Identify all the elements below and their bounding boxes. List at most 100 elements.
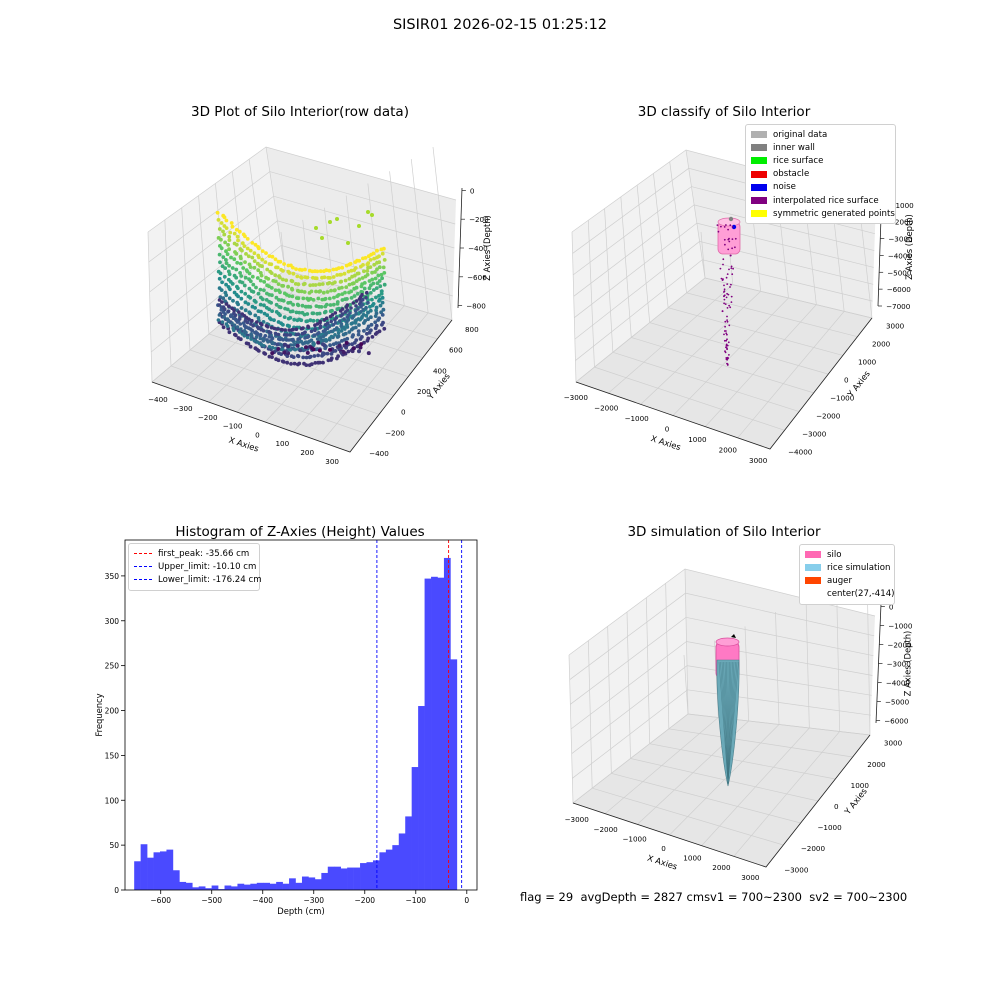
avg-depth-text: avgDepth = 2827 cm [580,890,705,904]
data-point [365,290,369,295]
surface-mesh-line [721,661,729,785]
data-point [366,310,370,315]
data-point [254,335,259,339]
data-point [245,246,250,251]
data-point [246,254,251,259]
data-point [315,322,320,326]
data-point [353,266,358,270]
legend-item: rice simulation [805,561,890,574]
inner-wall-point [728,216,734,222]
data-point [360,302,365,307]
grid-line-y [607,626,801,824]
data-point [229,314,233,319]
data-point [258,287,263,292]
data-point [370,297,374,302]
data-point [291,337,295,342]
data-point [223,312,227,316]
interpolated-point [725,346,727,349]
surface-mesh-line [727,661,735,785]
data-point [354,304,358,308]
data-point [296,332,301,337]
data-point [281,338,285,342]
data-point [360,297,365,302]
z-tick-label: −4000 [886,679,911,688]
data-point [329,356,334,361]
data-point [375,248,379,253]
data-point [226,243,231,247]
data-point [337,343,342,348]
data-point [285,333,290,337]
grid-line-y [587,220,785,431]
x-tick-label: −200 [198,413,218,422]
data-point [319,305,324,309]
data-point [339,272,343,277]
data-point [257,255,261,260]
legend-item: obstacle [751,168,890,181]
data-point [237,330,242,334]
data-point [371,281,376,286]
surface-mesh-line [727,661,730,785]
data-point [357,224,361,228]
data-point [296,354,301,359]
data-point [336,334,341,339]
data-point [291,355,296,359]
data-point [288,348,293,352]
data-point [236,302,241,307]
surface-mesh-line [718,661,729,785]
x-tick-label: −1000 [622,834,647,843]
data-point [369,315,373,320]
data-point [218,271,223,276]
histogram-bar [211,885,219,890]
interpolated-point [730,267,733,269]
histogram-bar [314,879,322,890]
data-point [351,281,356,286]
data-point [308,283,313,288]
data-point [302,281,307,286]
data-point [223,266,228,270]
data-point [366,300,370,305]
data-point [281,360,286,364]
data-point [305,312,310,316]
data-point [369,328,373,333]
data-point [269,317,273,322]
data-point [378,284,383,289]
data-point [287,271,292,275]
legend-label: symmetric generated points [773,208,895,219]
data-point [376,273,381,278]
histogram-bar [192,887,200,890]
silo-top [717,217,741,227]
data-point [372,262,377,267]
data-point [360,292,364,297]
y-tick-label: −2000 [801,844,826,853]
data-point [297,361,302,366]
y-tick-label: 1000 [858,358,877,367]
interpolated-point [725,276,728,279]
data-point [344,285,349,289]
data-point [219,246,224,251]
interpolated-point [725,343,728,346]
histogram-bar [205,888,212,890]
y-tick-label: −2000 [816,411,841,420]
legend-label: original data [773,129,828,140]
data-point [364,313,369,318]
data-point [368,291,373,295]
data-point [370,213,374,217]
data-point [374,308,378,313]
data-point [309,289,314,294]
data-point [239,327,243,331]
interpolated-point [720,225,722,228]
data-point [345,336,350,341]
histogram-bar [198,886,206,890]
data-point [347,277,352,281]
data-point [374,311,379,316]
data-point [224,293,229,298]
z-tick-label: −400 [468,244,488,253]
legend-swatch [805,551,821,559]
data-point [371,288,376,292]
data-point [250,274,255,279]
histogram-bar [321,872,329,890]
grid-line-y [198,195,394,396]
histogram-bar [140,844,148,890]
interpolated-point [728,324,731,327]
interpolated-point [726,319,728,321]
